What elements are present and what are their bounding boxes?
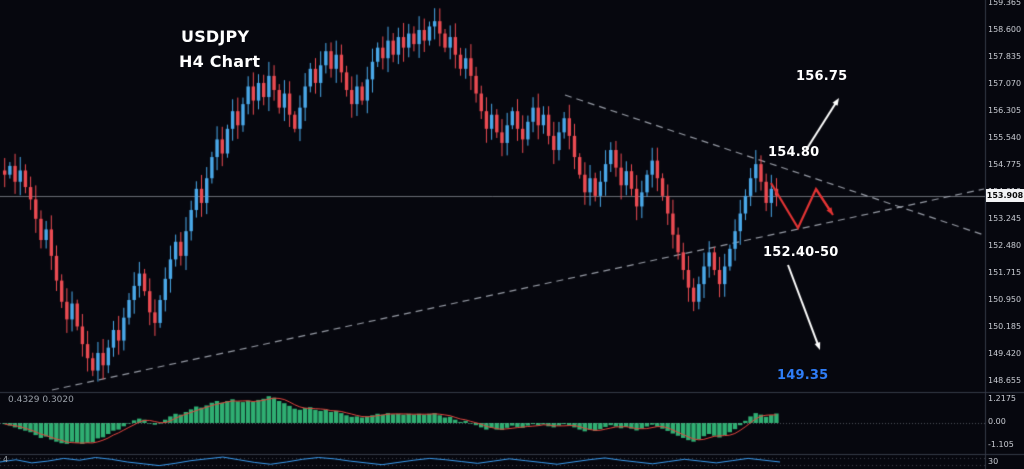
price-axis-label: 154.775	[988, 160, 1022, 169]
price-axis-label: 159.365	[988, 0, 1022, 7]
price-axis-label: 151.715	[988, 268, 1022, 277]
price-axis-label: 152.480	[988, 241, 1022, 250]
target-down-label: 149.35	[777, 368, 829, 383]
price-axis-label: 157.070	[988, 79, 1022, 88]
macd-axis-label: 1.2175	[988, 394, 1016, 403]
target-up-label: 156.75	[796, 69, 848, 84]
price-axis-label: 156.305	[988, 106, 1022, 115]
support-zone-label: 152.40-50	[763, 245, 839, 260]
macd-values-label: 0.4329 0.3020	[8, 395, 74, 405]
macd-axis-label: -1.105	[988, 440, 1014, 449]
price-axis-label: 157.835	[988, 52, 1022, 61]
price-axis-label: 150.185	[988, 322, 1022, 331]
macd-axis-label: 0.00	[988, 417, 1006, 426]
bottom-pane-label: 4	[3, 455, 9, 464]
price-axis-label: 153.245	[988, 214, 1022, 223]
price-axis-label: 150.950	[988, 295, 1022, 304]
price-axis-label: 148.655	[988, 376, 1022, 385]
current-price-tag: 153.908	[986, 189, 1024, 202]
price-axis-label: 155.540	[988, 133, 1022, 142]
resistance-label: 154.80	[768, 145, 820, 160]
price-axis-label: 149.420	[988, 349, 1022, 358]
timeframe-label: H4 Chart	[179, 52, 261, 71]
symbol-label: USDJPY	[181, 27, 250, 46]
price-axis-label: 158.600	[988, 25, 1022, 34]
bottom-pane-axis-label: 30	[988, 457, 999, 466]
